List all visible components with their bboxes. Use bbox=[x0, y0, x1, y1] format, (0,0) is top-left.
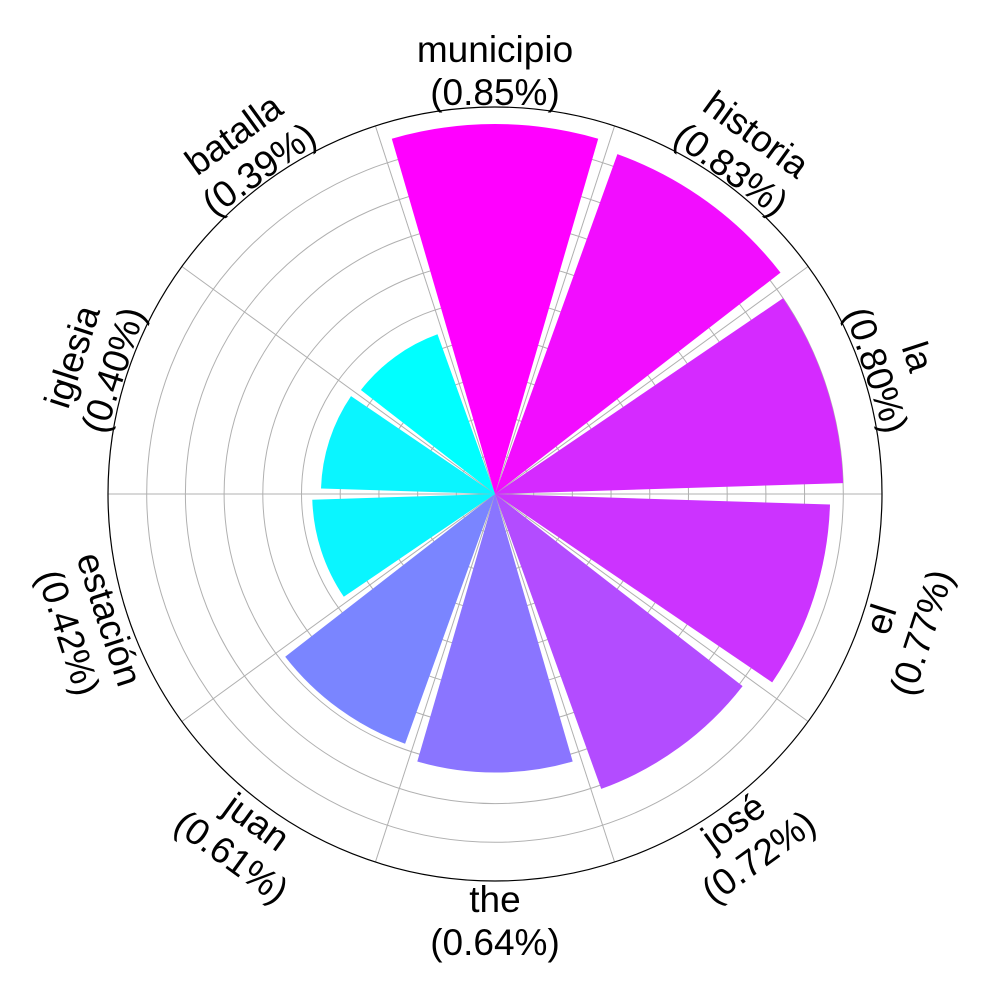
grid-spoke bbox=[181, 493, 496, 722]
bar-municipio bbox=[391, 124, 599, 495]
bar-la bbox=[495, 298, 844, 494]
bar-historia bbox=[495, 154, 781, 494]
bar-estación bbox=[312, 494, 495, 597]
grid-spoke bbox=[374, 493, 496, 863]
bar-the bbox=[417, 494, 573, 773]
category-label-group: juan(0.61%) bbox=[167, 784, 297, 911]
value-label: (0.85%) bbox=[430, 72, 560, 113]
category-label-group: la(0.80%) bbox=[837, 302, 942, 438]
grid-spoke bbox=[494, 266, 809, 495]
grid-spoke bbox=[494, 493, 809, 722]
polar-frame bbox=[107, 106, 883, 882]
category-label: the bbox=[469, 879, 520, 920]
grid-spoke bbox=[494, 493, 616, 863]
category-label: el bbox=[857, 599, 905, 639]
category-label-group: municipio(0.85%) bbox=[417, 29, 573, 113]
category-label-group: the(0.64%) bbox=[430, 879, 560, 963]
category-label-group: josé(0.72%) bbox=[693, 785, 823, 911]
bar-el bbox=[495, 494, 830, 683]
category-label: municipio bbox=[417, 29, 573, 70]
bar-juan bbox=[285, 494, 495, 744]
grid-spoke bbox=[374, 125, 496, 495]
grid-spoke bbox=[181, 266, 496, 495]
value-label: (0.64%) bbox=[430, 922, 560, 963]
category-label-group: el(0.77%) bbox=[857, 565, 961, 701]
category-label: la bbox=[894, 337, 942, 377]
bar-batalla bbox=[360, 334, 495, 494]
category-label-group: iglesia(0.40%) bbox=[37, 300, 153, 438]
grid-spoke bbox=[494, 125, 616, 495]
category-label-group: batalla(0.39%) bbox=[178, 86, 324, 224]
bars bbox=[285, 124, 844, 789]
category-label-group: estación(0.42%) bbox=[29, 547, 150, 700]
bar-iglesia bbox=[321, 396, 495, 494]
bar-josé bbox=[495, 494, 743, 789]
